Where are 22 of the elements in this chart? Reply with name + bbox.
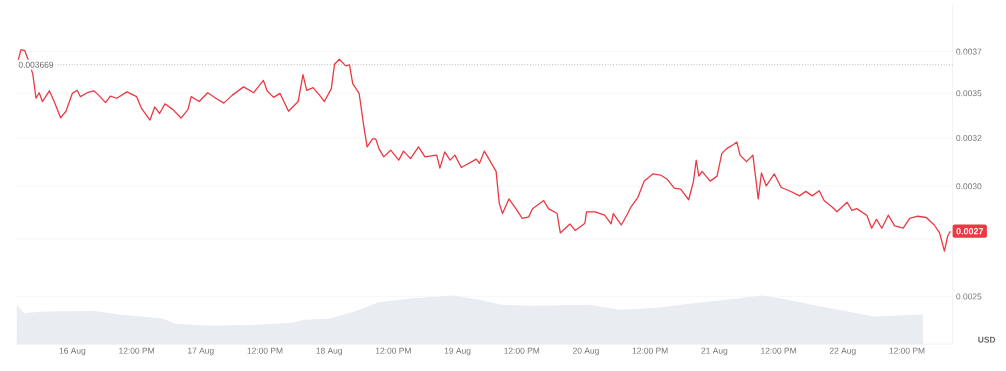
x-tick-label: 12:00 PM [761,347,796,354]
x-tick-label: 19 Aug [444,347,471,356]
y-tick-label: 0.0035 [956,90,982,97]
x-tick-label: 12:00 PM [632,347,668,354]
x-tick-label: 22 Aug [829,347,856,356]
y-tick-label: 0.0025 [956,293,982,300]
y-axis-title: USD [978,336,996,343]
y-tick-label: 0.0032 [956,135,982,141]
y-tick-label: 0.0030 [956,183,982,190]
x-tick-label: 16 Aug [59,347,86,356]
x-tick-label: 12:00 PM [889,347,925,354]
x-tick-label: 12:00 PM [247,347,283,354]
x-tick-label: 12:00 PM [119,347,154,354]
y-tick-label: 0.0037 [956,48,982,55]
x-tick-label: 12:00 PM [504,347,540,354]
x-tick-label: 12:00 PM [375,347,411,354]
ref-line-label: 0.003669 [18,61,54,68]
x-tick-label: 20 Aug [573,347,599,356]
x-tick-label: 21 Aug [701,347,728,356]
x-tick-label: 17 Aug [188,347,214,356]
x-tick-label: 18 Aug [316,347,342,356]
annotation: 0.0027 [956,228,984,235]
